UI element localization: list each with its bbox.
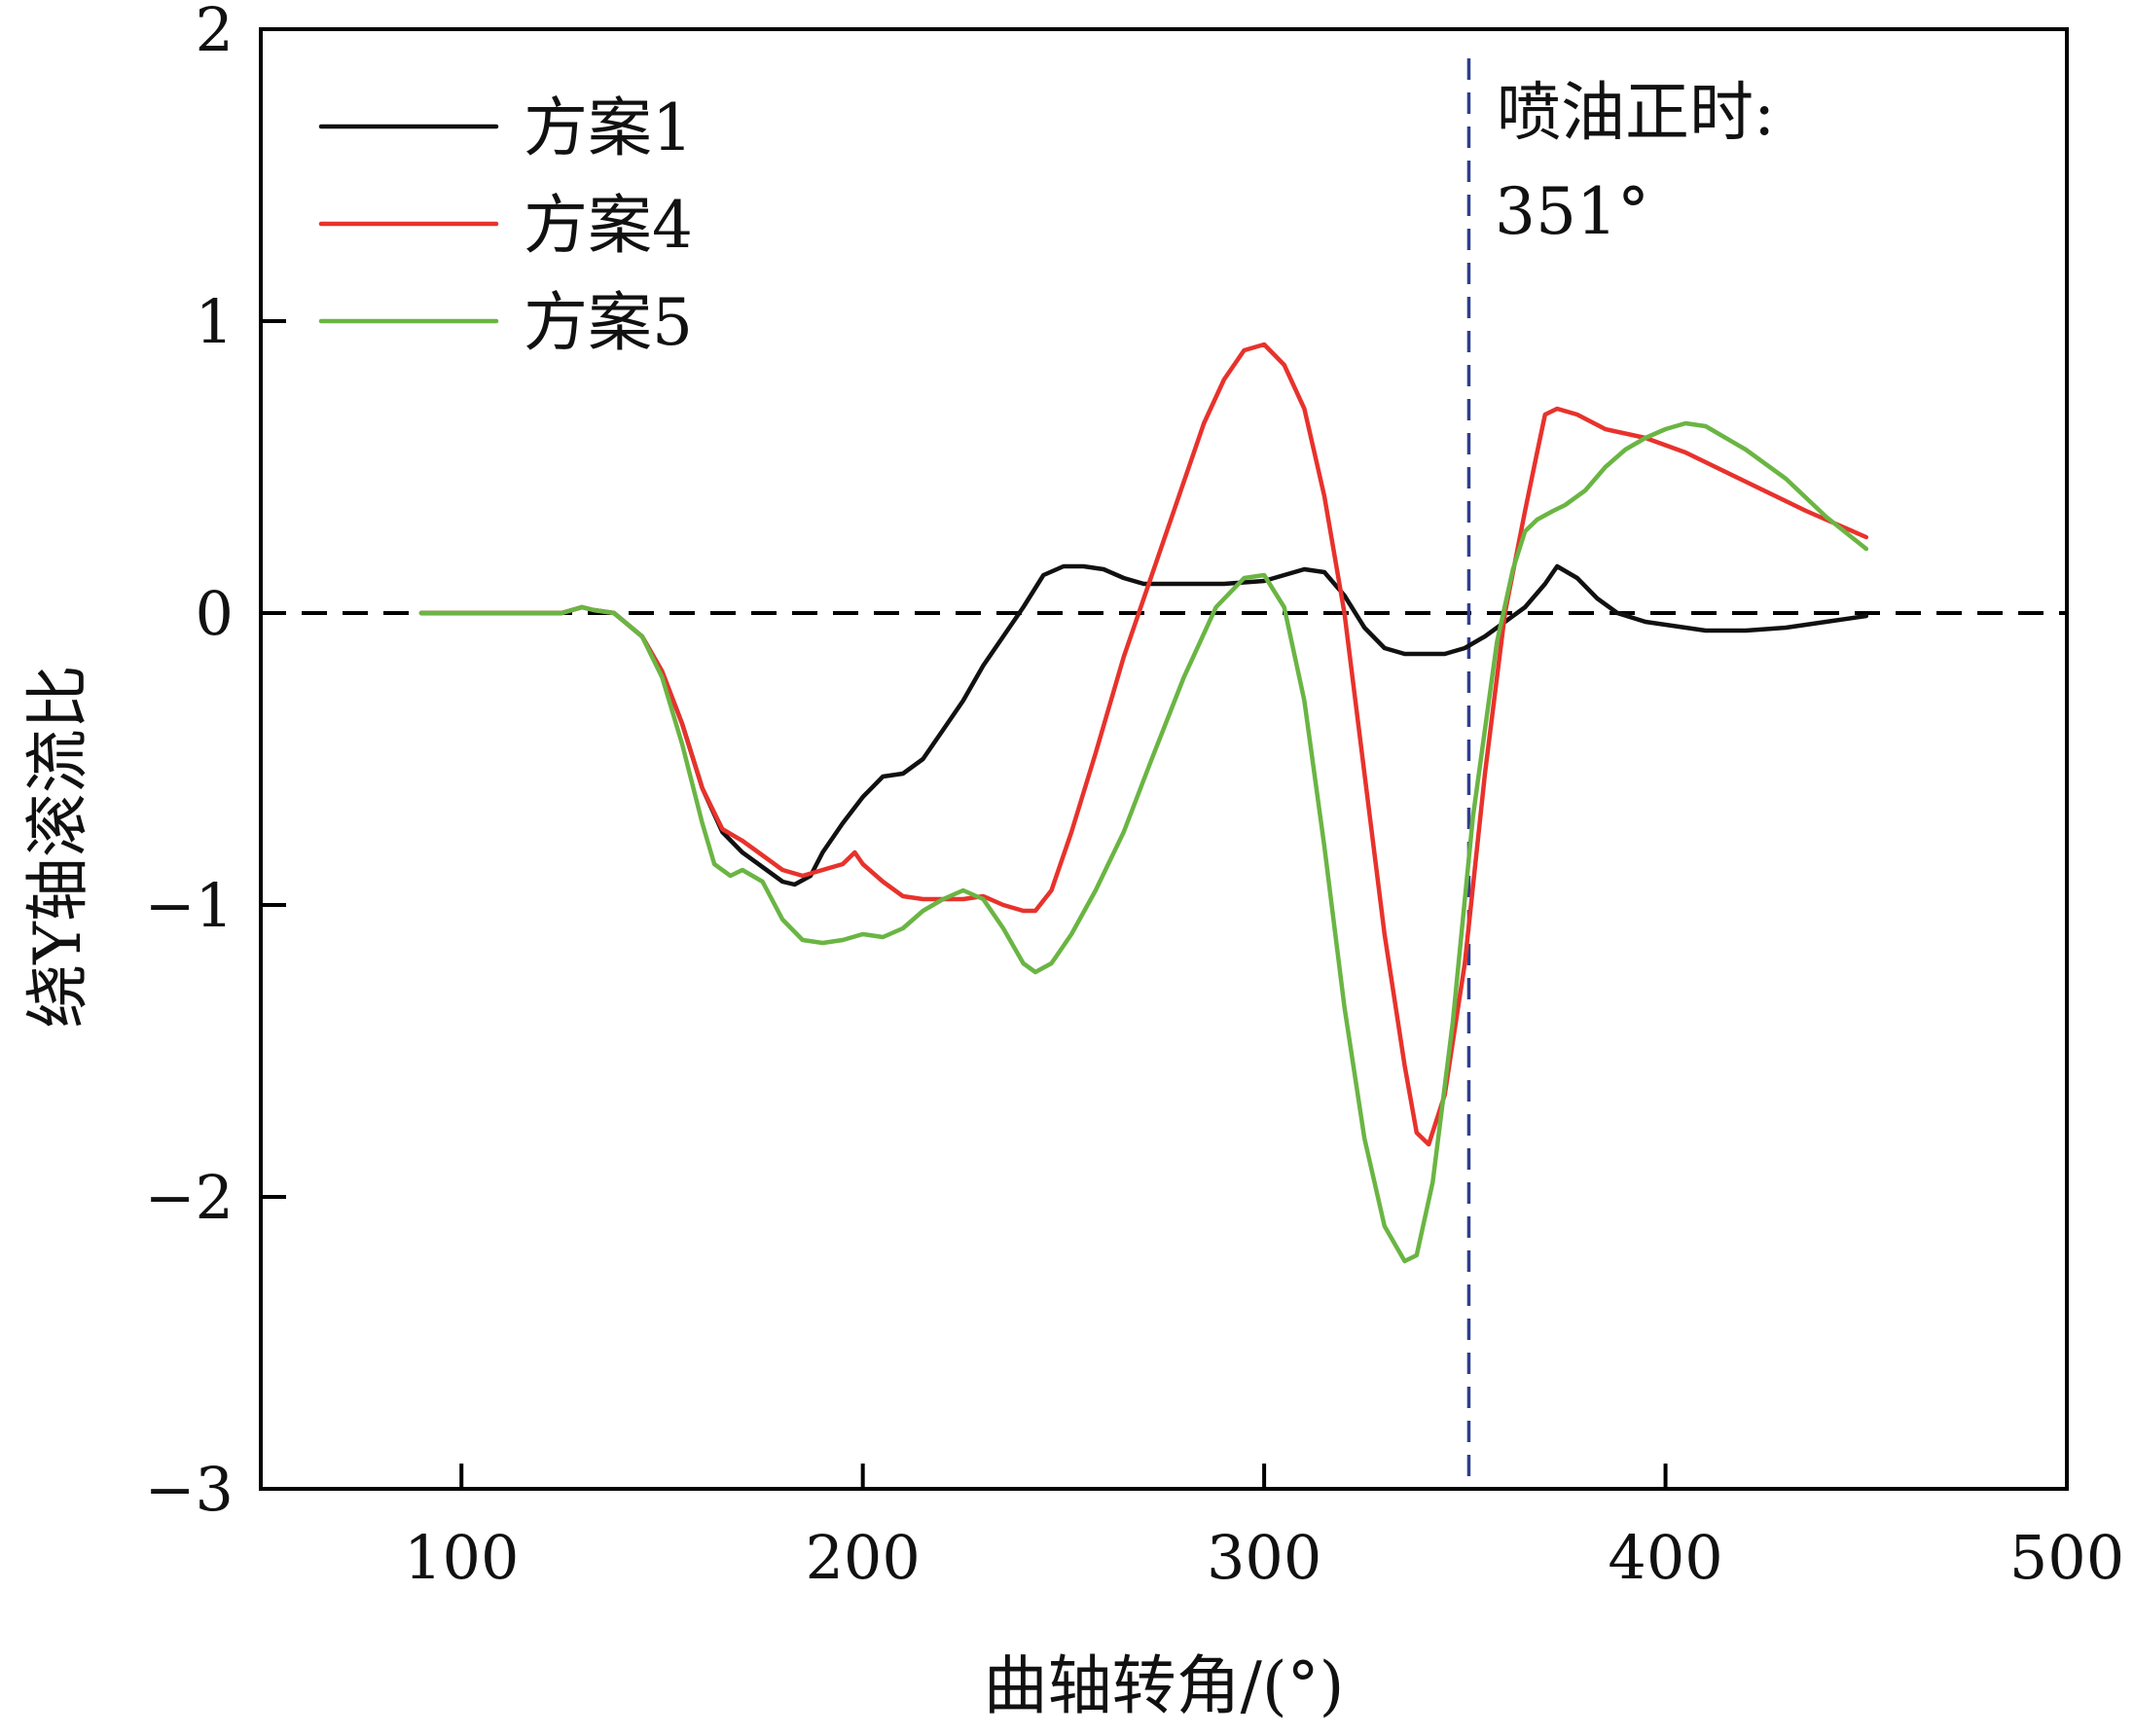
x-axis-title: 曲轴转角/(°) <box>984 1648 1345 1723</box>
legend-item-5: 方案5 <box>318 285 693 360</box>
annotation-line-1: 喷油正时: <box>1497 75 1775 150</box>
legend-label-scheme-5: 方案5 <box>524 285 693 360</box>
y-tick-label: −1 <box>145 870 234 941</box>
y-axis-title: 绕Y轴滚流比 <box>20 665 95 1029</box>
annotation-line-2: 351° <box>1495 174 1649 249</box>
legend-label-scheme-1: 方案1 <box>524 90 693 165</box>
x-tick-label: 500 <box>2009 1522 2124 1593</box>
x-tick-label: 200 <box>805 1522 920 1593</box>
x-tick-label: 100 <box>404 1522 519 1593</box>
series-layer <box>418 342 1869 1264</box>
y-axis-ticks: 2 1 0 −1 −2 −3 <box>145 0 286 1525</box>
legend-item-1: 方案1 <box>318 90 693 165</box>
injection-timing-annotation: 喷油正时: 351° <box>1495 75 1775 249</box>
y-tick-label: 1 <box>196 286 234 357</box>
y-tick-label: 2 <box>196 0 234 65</box>
y-tick-label: 0 <box>196 578 234 649</box>
x-tick-label: 400 <box>1608 1522 1722 1593</box>
x-tick-label: 300 <box>1207 1522 1321 1593</box>
legend-item-4: 方案4 <box>318 188 693 263</box>
plot-area <box>259 27 2069 1491</box>
legend-label-scheme-4: 方案4 <box>524 188 693 263</box>
y-tick-label: −2 <box>145 1162 234 1233</box>
series-line-3 <box>418 420 1869 1264</box>
series-line-1 <box>418 563 1869 887</box>
plot-frame <box>259 27 2069 1491</box>
y-tick-label: −3 <box>145 1454 234 1525</box>
legend: 方案1 方案4 方案5 <box>318 90 693 360</box>
series-line-2 <box>418 342 1869 1147</box>
x-axis-ticks: 100 200 300 400 500 <box>404 1464 2124 1593</box>
